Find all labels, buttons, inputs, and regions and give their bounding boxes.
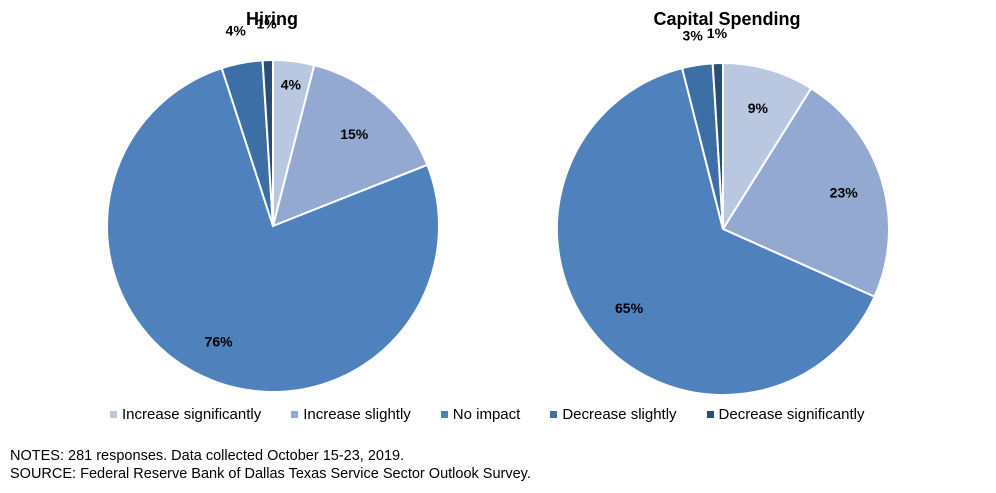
source-line: SOURCE: Federal Reserve Bank of Dallas T…	[10, 466, 531, 482]
legend-item-increase-slightly: Increase slightly	[291, 406, 411, 423]
pie-charts: Hiring 4% 15% 76% 4% 1% Capital Spending 9% 2…	[106, 9, 890, 396]
slice-label-decrease-significantly: 1%	[257, 16, 278, 32]
legend-label: Increase significantly	[122, 406, 262, 423]
legend-item-decrease-significantly: Decrease significantly	[706, 406, 865, 423]
pie-hiring: 4% 15% 76% 4% 1%	[106, 16, 440, 393]
pie-slice-increase-slightly	[721, 86, 890, 298]
chart-title-hiring: Hiring	[246, 9, 298, 29]
legend-label: No impact	[452, 406, 521, 423]
slice-label-decrease-significantly: 1%	[707, 25, 728, 41]
legend-label: Decrease significantly	[718, 406, 865, 423]
slice-label-decrease-slightly: 3%	[683, 27, 704, 43]
pie-capital-spending: 9% 23% 65% 3% 1%	[556, 25, 890, 396]
pie-slice-no-impact	[106, 66, 440, 393]
legend-label: Increase slightly	[303, 406, 411, 423]
legend-swatch	[706, 411, 714, 418]
legend-label: Decrease slightly	[562, 406, 677, 423]
slice-label-increase-significantly: 4%	[281, 76, 302, 92]
slice-label-no-impact: 76%	[205, 334, 234, 350]
pie-slice-no-impact	[556, 66, 876, 396]
pie-slice-increase-significantly	[722, 61, 813, 233]
notes-line: NOTES: 281 responses. Data collected Oct…	[10, 448, 405, 464]
legend-item-decrease-slightly: Decrease slightly	[550, 406, 677, 423]
legend-swatch	[110, 411, 117, 418]
slice-label-increase-slightly: 15%	[340, 126, 369, 142]
slice-label-decrease-slightly: 4%	[226, 22, 247, 38]
legend-item-no-impact: No impact	[440, 406, 521, 423]
pie-slice-decrease-significantly	[261, 58, 274, 227]
legend-swatch	[550, 411, 558, 418]
legend: Increase significantly Increase slightly…	[110, 406, 864, 423]
slice-label-increase-slightly: 23%	[830, 184, 859, 200]
slice-label-no-impact: 65%	[615, 300, 644, 316]
notes: NOTES: 281 responses. Data collected Oct…	[10, 447, 531, 483]
legend-item-increase-significantly: Increase significantly	[110, 406, 261, 423]
slice-label-increase-significantly: 9%	[748, 100, 769, 116]
chart-title-capital-spending: Capital Spending	[653, 9, 800, 29]
legend-swatch	[291, 411, 299, 418]
pie-slice-increase-slightly	[271, 63, 429, 228]
pie-slice-decrease-significantly	[711, 61, 724, 230]
legend-swatch	[440, 411, 448, 418]
